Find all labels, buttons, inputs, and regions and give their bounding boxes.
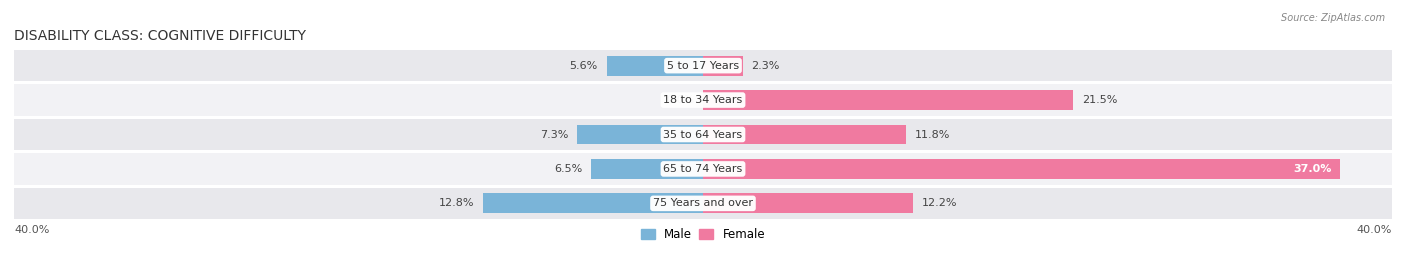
Text: 7.3%: 7.3% bbox=[540, 129, 568, 140]
Text: 21.5%: 21.5% bbox=[1083, 95, 1118, 105]
Text: DISABILITY CLASS: COGNITIVE DIFFICULTY: DISABILITY CLASS: COGNITIVE DIFFICULTY bbox=[14, 29, 307, 43]
Text: 5.6%: 5.6% bbox=[569, 61, 598, 71]
Bar bbox=[14, 84, 1392, 116]
Bar bbox=[703, 159, 1340, 179]
Bar bbox=[703, 56, 742, 76]
Text: 40.0%: 40.0% bbox=[1357, 225, 1392, 235]
Text: 2.3%: 2.3% bbox=[751, 61, 779, 71]
Text: 12.8%: 12.8% bbox=[439, 198, 474, 208]
Bar bbox=[703, 90, 1073, 110]
Bar bbox=[14, 153, 1392, 185]
Text: 18 to 34 Years: 18 to 34 Years bbox=[664, 95, 742, 105]
Text: 11.8%: 11.8% bbox=[915, 129, 950, 140]
Bar bbox=[578, 125, 703, 144]
Text: 0.0%: 0.0% bbox=[666, 95, 695, 105]
Bar bbox=[591, 159, 703, 179]
Bar bbox=[14, 187, 1392, 219]
Text: 65 to 74 Years: 65 to 74 Years bbox=[664, 164, 742, 174]
Legend: Male, Female: Male, Female bbox=[636, 223, 770, 246]
Text: 35 to 64 Years: 35 to 64 Years bbox=[664, 129, 742, 140]
Text: 12.2%: 12.2% bbox=[922, 198, 957, 208]
Bar bbox=[14, 119, 1392, 150]
Bar bbox=[606, 56, 703, 76]
Text: 75 Years and over: 75 Years and over bbox=[652, 198, 754, 208]
Text: 6.5%: 6.5% bbox=[554, 164, 582, 174]
Text: 37.0%: 37.0% bbox=[1294, 164, 1331, 174]
Bar bbox=[703, 125, 907, 144]
Bar bbox=[14, 50, 1392, 82]
Text: Source: ZipAtlas.com: Source: ZipAtlas.com bbox=[1281, 13, 1385, 23]
Bar bbox=[482, 193, 703, 213]
Bar bbox=[703, 193, 912, 213]
Text: 5 to 17 Years: 5 to 17 Years bbox=[666, 61, 740, 71]
Text: 40.0%: 40.0% bbox=[14, 225, 49, 235]
